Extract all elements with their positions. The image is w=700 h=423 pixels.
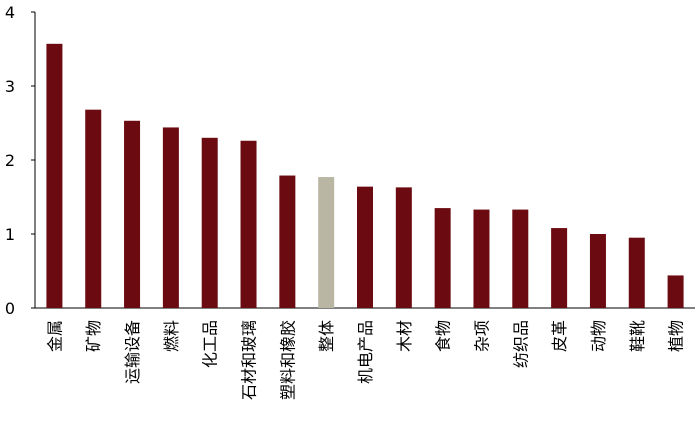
bar (551, 228, 568, 308)
bar (318, 177, 335, 308)
bar (240, 140, 257, 308)
bar (46, 43, 63, 308)
x-category-label: 石材和玻璃 (240, 320, 259, 400)
x-category-label: 燃料 (162, 320, 181, 352)
x-category-label: 化工品 (201, 320, 220, 368)
y-axis: 0 1 2 3 4 (5, 3, 695, 318)
y-tick-label: 1 (5, 225, 15, 244)
x-category-label: 食物 (434, 320, 453, 352)
x-category-label: 鞋靴 (628, 320, 647, 352)
bar (124, 120, 141, 308)
x-category-label: 动物 (589, 320, 608, 352)
bar (628, 237, 645, 308)
x-category-label: 矿物 (84, 320, 103, 352)
bar (395, 187, 412, 308)
y-tick-label: 0 (5, 299, 15, 318)
x-category-label: 木材 (395, 320, 414, 352)
bar (279, 175, 296, 308)
x-category-label: 机电产品 (356, 320, 375, 384)
bars (46, 43, 684, 309)
x-category-label: 运输设备 (123, 320, 142, 384)
bar (201, 137, 218, 308)
x-category-label: 植物 (667, 320, 686, 352)
bar (357, 186, 373, 308)
x-category-label: 纺织品 (511, 320, 530, 368)
x-axis-labels: 金属 矿物 运输设备 燃料 化工品 石材和玻璃 塑料和橡胶 整体 机电产品 木材 食物 杂项 纺织品 皮革… (45, 320, 685, 400)
bar (589, 234, 606, 308)
x-category-label: 皮革 (550, 320, 569, 352)
bar (473, 209, 490, 308)
bar (162, 127, 179, 308)
y-tick-label: 4 (5, 3, 15, 22)
x-category-label: 整体 (317, 320, 336, 352)
y-tick-label: 3 (5, 77, 15, 96)
x-category-label: 金属 (45, 320, 64, 352)
y-tick-label: 2 (5, 151, 15, 170)
bar (85, 109, 102, 309)
bar (434, 208, 451, 308)
x-category-label: 塑料和橡胶 (278, 320, 297, 400)
bar (667, 275, 684, 308)
bar (512, 209, 529, 308)
x-category-label: 杂项 (472, 320, 491, 352)
